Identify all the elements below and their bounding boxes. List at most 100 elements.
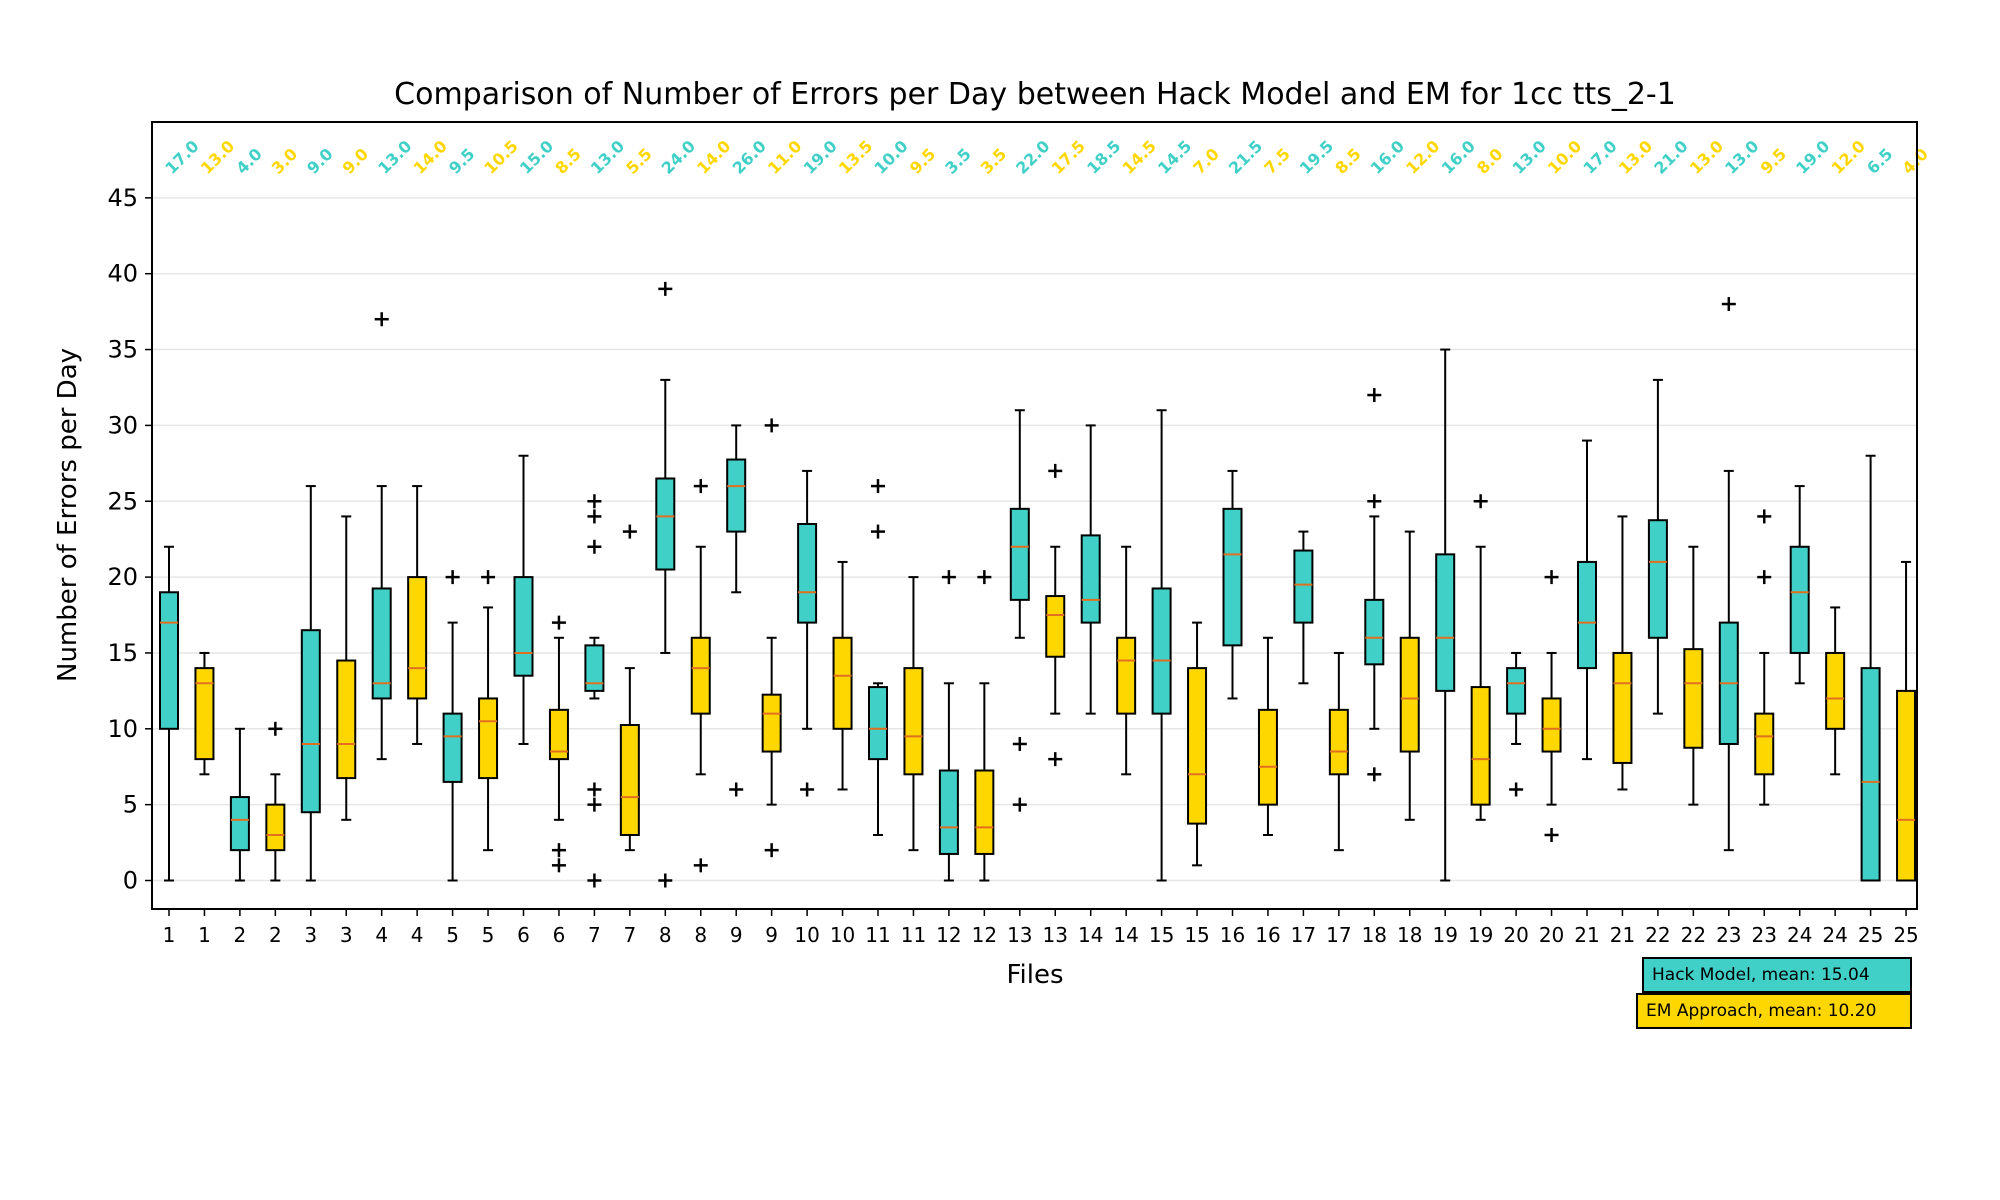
box-16-hack xyxy=(1222,469,1243,700)
x-tick-label: 3 xyxy=(304,923,317,947)
box-body xyxy=(1896,689,1917,882)
median-value-label: 19.0 xyxy=(1792,136,1833,177)
box-23-em xyxy=(1754,509,1775,806)
box-body xyxy=(868,686,888,761)
median-value-label: 22.0 xyxy=(1012,136,1053,177)
box-5-em xyxy=(478,570,499,852)
x-tick-label: 12 xyxy=(936,923,961,947)
box-24-hack xyxy=(1789,485,1810,685)
x-tick-label: 25 xyxy=(1893,923,1918,947)
box-8-hack xyxy=(655,281,676,888)
box-body xyxy=(371,587,392,700)
x-tick-label: 20 xyxy=(1503,923,1528,947)
x-tick-label: 6 xyxy=(517,923,530,947)
median-value-label: 10.0 xyxy=(1544,136,1585,177)
box-10-em xyxy=(832,560,853,791)
box-body xyxy=(300,629,321,814)
x-tick-label: 9 xyxy=(765,923,778,947)
box-4-em xyxy=(407,485,428,745)
y-tick-label: 40 xyxy=(107,260,138,288)
box-20-hack xyxy=(1506,651,1527,797)
x-tick-label: 9 xyxy=(730,923,743,947)
outlier-marker xyxy=(764,843,779,858)
median-value-label: 17.5 xyxy=(1048,136,1089,177)
box-16-em xyxy=(1257,636,1278,836)
box-body xyxy=(1577,560,1597,670)
median-value-label: 14.5 xyxy=(1154,136,1195,177)
box-12-hack xyxy=(938,570,959,882)
outlier-marker xyxy=(622,524,637,539)
outlier-marker xyxy=(1048,463,1063,478)
median-value-label: 10.0 xyxy=(870,136,911,177)
box-body xyxy=(1222,507,1243,647)
plot-area-frame xyxy=(151,121,1918,910)
outlier-marker xyxy=(445,570,460,585)
x-tick-label: 24 xyxy=(1787,923,1812,947)
outlier-marker xyxy=(871,479,885,494)
box-body xyxy=(938,769,959,855)
median-value-label: 14.0 xyxy=(410,136,451,177)
outlier-marker xyxy=(551,843,566,858)
box-body xyxy=(1470,686,1491,806)
median-value-label: 13.0 xyxy=(587,136,628,177)
box-body xyxy=(1257,708,1278,806)
x-tick-label: 5 xyxy=(482,923,495,947)
y-tick-label: 10 xyxy=(107,715,138,743)
box-19-em xyxy=(1470,494,1491,821)
box-2-em xyxy=(265,721,286,882)
y-tick-label: 45 xyxy=(107,184,138,212)
box-body xyxy=(513,576,534,677)
box-body xyxy=(1116,636,1137,715)
median-value-label: 14.0 xyxy=(693,136,734,177)
box-body xyxy=(1541,697,1562,753)
median-value-label: 16.0 xyxy=(1438,136,1479,177)
box-body xyxy=(761,693,782,753)
outlier-marker xyxy=(1367,494,1382,509)
outlier-marker xyxy=(1012,797,1027,812)
box-body xyxy=(1293,549,1314,624)
box-body xyxy=(1612,651,1633,764)
median-value-label: 3.5 xyxy=(941,144,974,177)
box-body xyxy=(548,708,569,761)
box-15-em xyxy=(1187,621,1208,867)
outlier-marker xyxy=(658,281,673,296)
x-tick-label: 8 xyxy=(659,923,672,947)
outlier-marker xyxy=(587,782,602,797)
box-body xyxy=(1399,636,1420,753)
box-body xyxy=(1789,545,1810,654)
box-3-hack xyxy=(300,485,321,882)
box-15-hack xyxy=(1151,409,1172,882)
y-tick-label: 15 xyxy=(107,639,138,667)
x-tick-label: 15 xyxy=(1149,923,1174,947)
outlier-marker xyxy=(693,858,708,873)
outlier-marker xyxy=(1757,509,1772,524)
outlier-marker xyxy=(871,524,885,539)
x-tick-label: 16 xyxy=(1220,923,1245,947)
median-labels: 17.013.04.0 3.0 9.0 9.0 13.014.09.5 10.515.08… xyxy=(161,136,1932,177)
box-10-hack xyxy=(797,469,818,797)
box-24-em xyxy=(1825,606,1846,776)
x-tick-label: 10 xyxy=(794,923,819,947)
box-body xyxy=(1328,708,1349,776)
x-tick-label: 2 xyxy=(234,923,247,947)
outlier-marker xyxy=(764,418,779,433)
box-13-hack xyxy=(1009,409,1030,812)
x-tick-label: 21 xyxy=(1574,923,1599,947)
x-tick-label: 18 xyxy=(1397,923,1422,947)
box-20-em xyxy=(1541,570,1562,842)
median-value-label: 12.0 xyxy=(1828,136,1869,177)
median-value-label: 16.0 xyxy=(1367,136,1408,177)
x-tick-label: 16 xyxy=(1255,923,1280,947)
x-tick-label: 23 xyxy=(1752,923,1777,947)
box-19-hack xyxy=(1435,348,1456,882)
outlier-marker xyxy=(587,509,602,524)
box-body xyxy=(1435,553,1456,692)
box-8-em xyxy=(690,479,711,873)
median-value-label: 24.0 xyxy=(658,136,699,177)
outlier-marker xyxy=(1757,570,1772,585)
x-tick-label: 22 xyxy=(1681,923,1706,947)
outlier-marker xyxy=(1544,827,1559,842)
x-tick-label: 4 xyxy=(375,923,388,947)
box-9-hack xyxy=(726,424,747,797)
box-body xyxy=(619,724,640,836)
